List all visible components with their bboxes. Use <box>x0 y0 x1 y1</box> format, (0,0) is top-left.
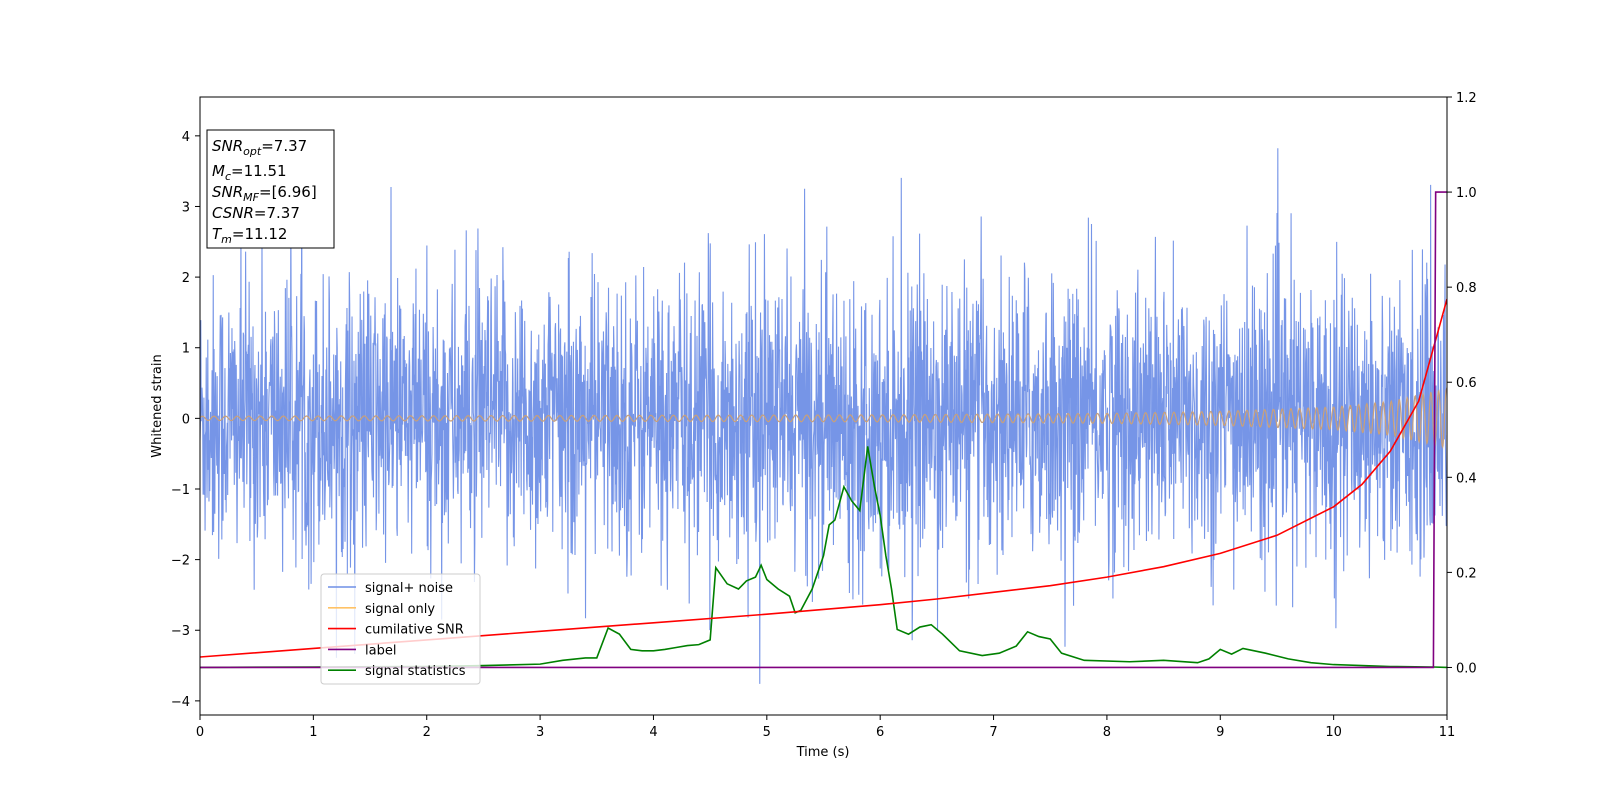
y-left-tick-label: 4 <box>182 130 190 145</box>
info-value: =[6.96] <box>259 183 317 201</box>
info-sub: MF <box>243 191 259 204</box>
legend-label: label <box>365 643 396 658</box>
x-tick-label: 2 <box>423 725 431 740</box>
info-sub: opt <box>243 145 262 158</box>
y-axis-left-label: Whitened strain <box>150 354 165 457</box>
plot-frame <box>199 96 1448 716</box>
y-right-tick-label: 0.4 <box>1456 471 1477 486</box>
info-value: =7.37 <box>261 137 307 155</box>
x-tick-label: 9 <box>1216 725 1224 740</box>
x-tick-label: 8 <box>1103 725 1111 740</box>
info-box-frame <box>206 129 335 249</box>
x-tick-label: 0 <box>196 725 204 740</box>
signal-noise-series <box>200 148 1447 684</box>
y-left-tick-label: 0 <box>182 412 190 427</box>
label-line <box>200 191 1447 669</box>
legend-label: signal+ noise <box>365 581 453 596</box>
signal-noise-line <box>200 148 1447 684</box>
y-left-tick-label: −4 <box>171 695 190 710</box>
x-tick-label: 11 <box>1439 725 1456 740</box>
info-line: CSNR=7.37 <box>212 204 300 222</box>
info-var: CSNR <box>212 204 254 222</box>
y-right-tick-label: 0.0 <box>1456 661 1477 676</box>
legend: signal+ noise signal only cumilative SNR la… <box>320 573 481 685</box>
x-axis: 0 1 2 3 4 5 6 7 8 9 10 11 <box>196 715 1455 740</box>
y-right-tick-label: 0.6 <box>1456 376 1477 391</box>
info-sub: m <box>221 233 232 246</box>
y-left-tick-label: 3 <box>182 200 190 215</box>
x-tick-label: 10 <box>1325 725 1342 740</box>
y-left-tick-label: −1 <box>171 483 190 498</box>
cumilative-snr-line <box>200 298 1447 658</box>
info-var: T <box>212 225 223 243</box>
info-line: SNRMF=[6.96] <box>212 183 317 204</box>
y-right-tick-label: 1.0 <box>1456 186 1477 201</box>
info-var: SNR <box>212 137 243 155</box>
y-right-tick-label: 1.2 <box>1456 91 1477 106</box>
legend-frame <box>320 573 481 685</box>
info-value: =7.37 <box>254 204 300 222</box>
signal-statistics-line <box>200 446 1447 669</box>
info-var: SNR <box>212 183 243 201</box>
y-left-tick-label: 1 <box>182 342 190 357</box>
y-left-tick-label: −2 <box>171 554 190 569</box>
y-right-tick-label: 0.2 <box>1456 566 1477 581</box>
legend-label: cumilative SNR <box>365 623 464 638</box>
x-tick-label: 5 <box>763 725 771 740</box>
signal-only-line <box>200 386 1447 449</box>
legend-label: signal only <box>365 602 435 617</box>
signal-only-series <box>200 386 1447 449</box>
info-line: SNRopt=7.37 <box>212 137 307 158</box>
info-value: =11.12 <box>232 225 288 243</box>
x-axis-label: Time (s) <box>796 745 850 760</box>
x-tick-label: 3 <box>536 725 544 740</box>
info-line: Tm=11.12 <box>212 225 287 246</box>
y-axis-left: −4 −3 −2 −1 0 1 2 3 4 <box>171 130 200 710</box>
info-line: Mc=11.51 <box>212 162 287 183</box>
x-tick-label: 6 <box>876 725 884 740</box>
y-left-tick-label: 2 <box>182 271 190 286</box>
y-axis-right: 0.0 0.2 0.4 0.6 0.8 1.0 1.2 <box>1447 91 1477 676</box>
y-left-tick-label: −3 <box>171 624 190 639</box>
info-var: M <box>212 162 225 180</box>
y-right-tick-label: 0.8 <box>1456 281 1477 296</box>
info-box: SNRopt=7.37Mc=11.51SNRMF=[6.96]CSNR=7.37… <box>206 129 335 249</box>
x-tick-label: 1 <box>309 725 317 740</box>
right-axis-series <box>200 191 1447 669</box>
x-tick-label: 4 <box>649 725 657 740</box>
legend-label: signal statistics <box>365 664 466 679</box>
info-value: =11.51 <box>231 162 287 180</box>
info-sub: c <box>225 170 231 183</box>
x-tick-label: 7 <box>989 725 997 740</box>
